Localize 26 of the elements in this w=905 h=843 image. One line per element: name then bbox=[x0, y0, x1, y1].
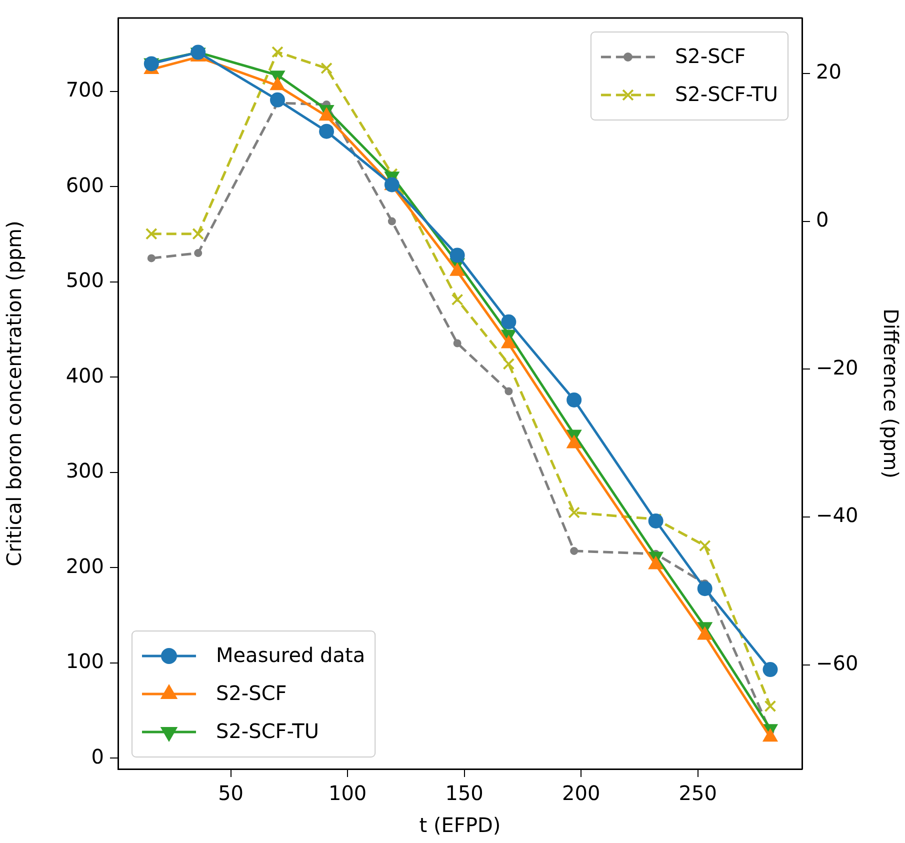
legend-label: S2-SCF-TU bbox=[674, 82, 778, 106]
y2-tick-label: −20 bbox=[816, 355, 858, 380]
x-tick-label: 100 bbox=[328, 781, 367, 806]
y-tick-label: 400 bbox=[66, 363, 104, 388]
legend-label: S2-SCF-TU bbox=[216, 719, 320, 744]
y2-tick-label: 20 bbox=[816, 60, 842, 84]
y2-tick-label: −60 bbox=[816, 650, 858, 675]
y-tick-label: 200 bbox=[66, 554, 104, 578]
x-tick-label: 250 bbox=[678, 781, 717, 806]
y-axis-title: Critical boron concentration (ppm) bbox=[2, 220, 26, 566]
x-axis-title: t (EFPD) bbox=[419, 813, 501, 838]
y-tick-label: 100 bbox=[66, 649, 104, 674]
y2-tick-label: −40 bbox=[816, 503, 858, 528]
y2-axis-title: Difference (ppm) bbox=[878, 308, 903, 478]
y-tick-label: 600 bbox=[66, 172, 104, 197]
y-tick-label: 700 bbox=[66, 78, 104, 102]
y2-tick-label: 0 bbox=[816, 207, 829, 232]
y-tick-label: 0 bbox=[91, 744, 104, 768]
legend-label: Measured data bbox=[216, 643, 366, 668]
legend-label: S2-SCF bbox=[216, 681, 287, 706]
x-tick-label: 150 bbox=[445, 781, 484, 806]
x-tick-label: 200 bbox=[562, 781, 600, 806]
y-tick-label: 300 bbox=[66, 458, 104, 483]
x-tick-label: 50 bbox=[218, 781, 244, 806]
y-tick-label: 500 bbox=[66, 268, 104, 292]
legend-label: S2-SCF bbox=[674, 44, 746, 68]
